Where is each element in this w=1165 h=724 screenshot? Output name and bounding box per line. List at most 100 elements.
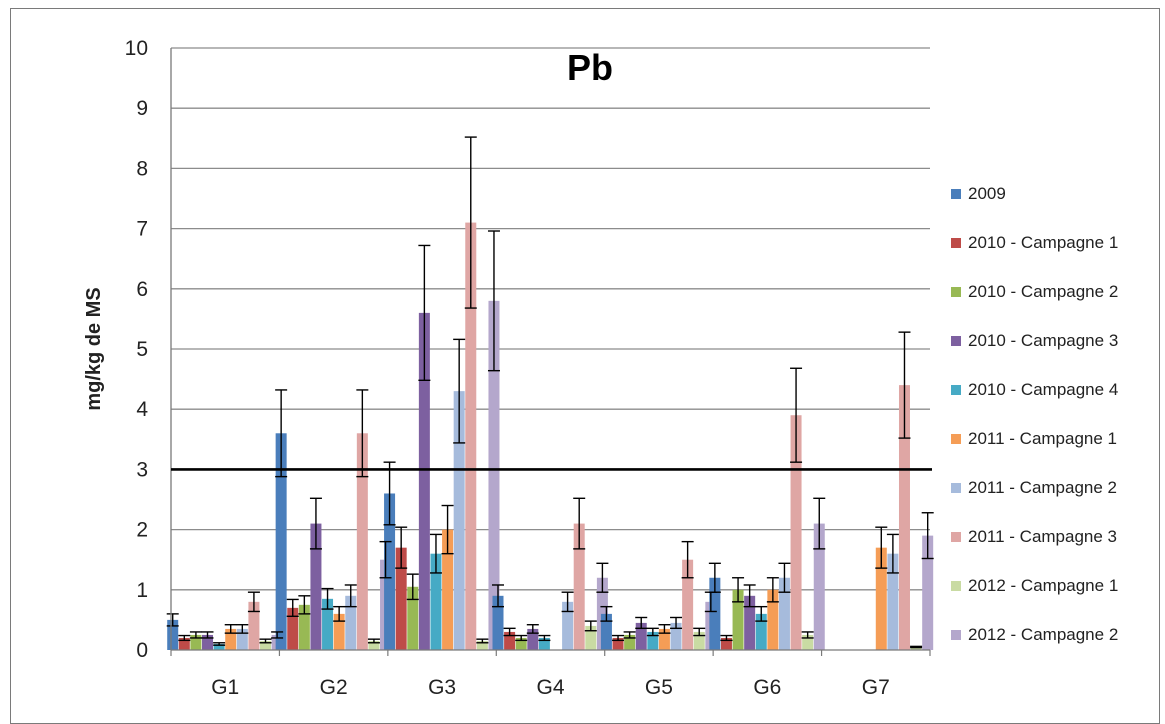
legend-swatch xyxy=(951,336,961,346)
bar xyxy=(538,637,550,650)
legend-label: 2009 xyxy=(968,184,1006,203)
bar xyxy=(298,604,310,650)
bar xyxy=(635,622,647,650)
bar xyxy=(178,637,190,650)
bar xyxy=(875,547,887,650)
bar xyxy=(442,529,454,650)
x-tick-label: G3 xyxy=(428,676,456,699)
bar xyxy=(453,391,465,650)
bar xyxy=(562,601,574,650)
bar xyxy=(407,586,419,650)
bar xyxy=(585,625,597,650)
bar xyxy=(600,613,612,650)
bar xyxy=(887,553,899,650)
legend-label: 2012 - Campagne 2 xyxy=(968,625,1118,644)
chart-title: Pb xyxy=(567,47,613,88)
bar xyxy=(778,577,790,650)
bar xyxy=(910,646,922,650)
legend-swatch xyxy=(951,238,961,248)
legend-swatch xyxy=(951,287,961,297)
bar xyxy=(287,607,299,650)
bar xyxy=(384,493,396,650)
bar xyxy=(225,628,237,650)
bar xyxy=(755,613,767,650)
legend-swatch xyxy=(951,385,961,395)
bar xyxy=(310,523,322,650)
bar xyxy=(670,622,682,650)
bar xyxy=(504,631,516,650)
bar xyxy=(693,631,705,650)
bar xyxy=(709,577,721,650)
bar xyxy=(333,613,345,650)
y-tick-label: 3 xyxy=(136,458,148,481)
bar xyxy=(395,547,407,650)
legend-swatch xyxy=(951,483,961,493)
bar xyxy=(720,637,732,650)
bar xyxy=(647,631,659,650)
bar xyxy=(213,643,225,650)
y-tick-label: 8 xyxy=(136,157,148,180)
chart-frame xyxy=(10,8,1160,724)
y-tick-label: 4 xyxy=(136,398,148,421)
bar xyxy=(624,634,636,650)
legend-label: 2011 - Campagne 1 xyxy=(968,429,1117,448)
legend-swatch xyxy=(951,189,961,199)
bar xyxy=(275,433,287,650)
error-bars xyxy=(166,136,934,649)
legend-swatch xyxy=(951,434,961,444)
legend-label: 2010 - Campagne 3 xyxy=(968,331,1118,350)
bar xyxy=(767,589,779,650)
bar xyxy=(573,523,585,650)
bar xyxy=(322,598,334,650)
legend-label: 2010 - Campagne 4 xyxy=(968,380,1118,399)
bar xyxy=(167,619,179,650)
y-tick-label: 6 xyxy=(136,278,148,301)
y-tick-label: 7 xyxy=(136,218,148,241)
bar xyxy=(236,628,248,650)
gridlines xyxy=(171,47,930,591)
bar xyxy=(248,601,260,650)
bar xyxy=(898,385,910,650)
bars xyxy=(167,222,934,650)
x-tick-label: G1 xyxy=(211,676,239,699)
legend-swatch xyxy=(951,581,961,591)
x-tick-label: G2 xyxy=(320,676,348,699)
bar xyxy=(802,634,814,650)
x-tick-label: G4 xyxy=(536,676,564,699)
y-tick-label: 10 xyxy=(125,37,148,60)
y-tick-label: 9 xyxy=(136,97,148,120)
bar xyxy=(356,433,368,650)
bar xyxy=(190,634,202,650)
x-tick-label: G6 xyxy=(753,676,781,699)
legend-label: 2010 - Campagne 2 xyxy=(968,282,1118,301)
bar xyxy=(260,640,272,650)
bar xyxy=(732,589,744,650)
legend-label: 2010 - Campagne 1 xyxy=(968,233,1118,252)
bar xyxy=(744,595,756,650)
bar xyxy=(922,535,934,650)
bar xyxy=(465,222,477,650)
bar xyxy=(527,628,539,650)
y-tick-label: 2 xyxy=(136,519,148,542)
x-tick-label: G7 xyxy=(862,676,890,699)
bar xyxy=(790,415,802,650)
bar xyxy=(476,640,488,650)
bar xyxy=(202,634,214,650)
bar xyxy=(418,312,430,650)
bar xyxy=(515,637,527,650)
y-tick-label: 5 xyxy=(136,338,148,361)
bar xyxy=(368,640,380,650)
bar xyxy=(682,559,694,650)
legend-swatch xyxy=(951,630,961,640)
y-tick-label: 0 xyxy=(136,639,148,662)
legend-swatch xyxy=(951,532,961,542)
bar xyxy=(430,553,442,650)
bar xyxy=(492,595,504,650)
bar xyxy=(813,523,825,650)
bar xyxy=(658,628,670,650)
y-axis-title: mg/kg de MS xyxy=(83,287,105,410)
legend-label: 2011 - Campagne 3 xyxy=(968,527,1117,546)
bar xyxy=(488,300,500,650)
bar xyxy=(345,595,357,650)
